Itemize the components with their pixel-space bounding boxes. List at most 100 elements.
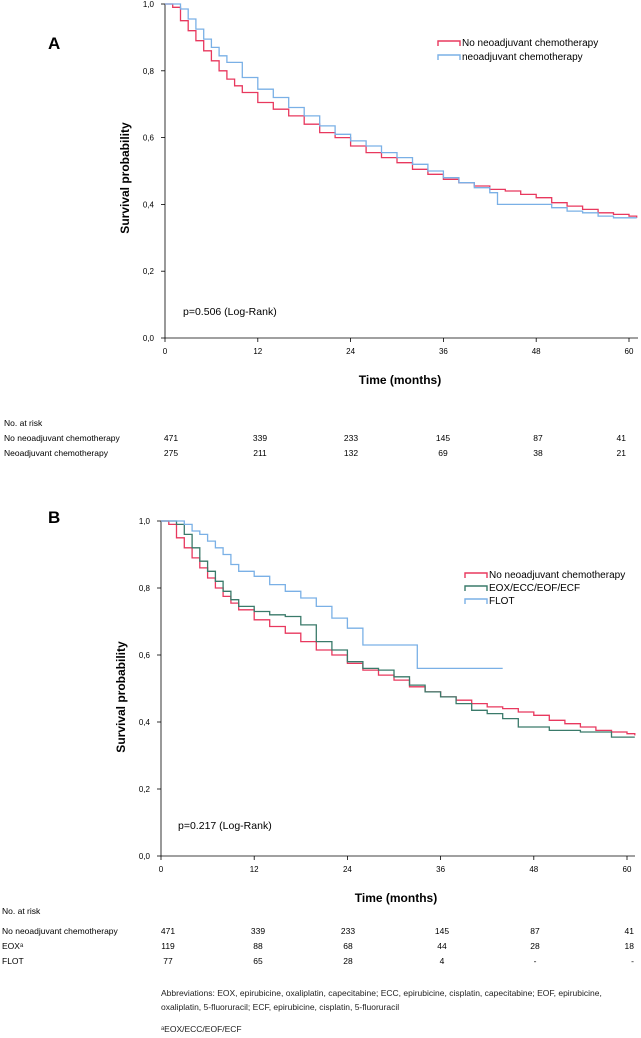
panel-a-x-tick-label: 0 (163, 347, 168, 356)
panel-a-at-risk-heading: No. at risk (4, 418, 43, 428)
panel-a-x-tick-label: 48 (532, 347, 541, 356)
panel-b-legend-flot: FLOT (489, 596, 515, 607)
panel-b-at-risk-value: 88 (253, 941, 263, 951)
panel-a-y-tick-label: 1,0 (143, 0, 155, 9)
panel-a-y-tick-label: 0,0 (143, 334, 155, 343)
panel-b-x-tick-label: 60 (623, 865, 632, 874)
panel-b-at-risk-value: 145 (435, 926, 449, 936)
panel-b-at-risk-value: 18 (625, 941, 635, 951)
panel-a-at-risk-value: 41 (617, 433, 627, 443)
panel-b-legend-marker-eox (464, 585, 488, 591)
panel-b-curves (161, 520, 636, 738)
panel-a-legend-marker-no-neo (437, 40, 461, 46)
panel-b-at-risk-value: 339 (251, 926, 265, 936)
panel-b-x-tick-label: 24 (343, 865, 352, 874)
panel-b-legend-eox: EOX/ECC/EOF/ECF (489, 583, 580, 594)
panel-a-at-risk-row-label: Neoadjuvant chemotherapy (4, 448, 109, 458)
panel-a-at-risk-value: 211 (253, 448, 267, 458)
panel-b-curve-eox (161, 520, 635, 738)
panel-b-curve-flot (161, 520, 503, 670)
panel-b-at-risk-value: - (631, 956, 634, 966)
panel-b-at-risk-value: 471 (161, 926, 175, 936)
panel-a-legend-marker-neo (437, 54, 461, 60)
panel-a-x-ticks: 0 12 24 36 48 60 (163, 338, 634, 356)
panel-b-at-risk-row-label: No neoadjuvant chemotherapy (2, 926, 119, 936)
panel-a-y-tick-label: 0,8 (143, 67, 155, 76)
superscript-footnote: ᵃEOX/ECC/EOF/ECF (161, 1024, 242, 1034)
panel-a-y-ticks: 0,0 0,2 0,4 0,6 0,8 1,0 (143, 0, 165, 343)
panel-b-x-ticks: 0 12 24 36 48 60 (159, 856, 632, 874)
panel-a-y-axis-title: Survival probability (118, 122, 132, 234)
panel-b-y-tick-label: 0,6 (139, 651, 151, 660)
panel-a-legend-no-neo: No neoadjuvant chemotherapy (462, 38, 598, 49)
panel-b-at-risk-row-label: EOXᵃ (2, 941, 24, 951)
panel-a-at-risk-value: 21 (617, 448, 627, 458)
panel-b-at-risk-heading: No. at risk (2, 906, 41, 916)
panel-b-legend: No neoadjuvant chemotherapy EOX/ECC/EOF/… (464, 570, 625, 607)
panel-b-at-risk-value: 28 (343, 956, 353, 966)
panel-b-y-tick-label: 1,0 (139, 517, 151, 526)
panel-a-at-risk-value: 69 (438, 448, 448, 458)
panel-a-at-risk-value: 339 (253, 433, 267, 443)
panel-a-at-risk-table: No. at risk No neoadjuvant chemotherapy 4… (4, 418, 626, 458)
panel-b-at-risk-value: 44 (437, 941, 447, 951)
panel-b-at-risk-value: - (534, 956, 537, 966)
panel-a-x-tick-label: 24 (346, 347, 355, 356)
panel-b-at-risk-row-label: FLOT (2, 956, 24, 966)
panel-b-at-risk-rows: No neoadjuvant chemotherapy 471 339 233 145 8… (2, 926, 634, 966)
panel-a-x-tick-label: 36 (439, 347, 448, 356)
panel-a-legend-neo: neoadjuvant chemotherapy (462, 52, 583, 63)
panel-a-curves (165, 3, 638, 219)
panel-b-x-axis-title: Time (months) (355, 891, 437, 905)
panel-a-curve-neo (165, 3, 637, 219)
panel-b: B 0,0 0,2 0,4 0,6 0,8 1,0 0 12 24 36 48 60 Time (m… (2, 508, 636, 966)
panel-a-at-risk-value: 471 (164, 433, 178, 443)
panel-a-p-value: p=0.506 (Log-Rank) (183, 306, 277, 318)
panel-a-y-tick-label: 0,6 (143, 134, 155, 143)
panel-b-legend-no-neo: No neoadjuvant chemotherapy (489, 570, 625, 581)
panel-a: A 0,0 0,2 0,4 0,6 0,8 1,0 0 12 24 36 48 60 Time (m… (4, 0, 638, 458)
panel-a-at-risk-value: 38 (533, 448, 543, 458)
panel-b-at-risk-value: 4 (440, 956, 445, 966)
panel-b-at-risk-value: 65 (253, 956, 263, 966)
panel-a-at-risk-value: 233 (344, 433, 358, 443)
panel-b-legend-marker-no-neo (464, 572, 488, 578)
panel-b-x-tick-label: 12 (250, 865, 259, 874)
panel-b-legend-marker-flot (464, 598, 488, 604)
panel-b-y-tick-label: 0,2 (139, 785, 151, 794)
panel-b-x-tick-label: 0 (159, 865, 164, 874)
panel-a-label: A (48, 34, 60, 53)
panel-b-at-risk-value: 119 (161, 941, 175, 951)
panel-a-x-axis-title: Time (months) (359, 373, 441, 387)
panel-b-x-tick-label: 36 (436, 865, 445, 874)
panel-a-at-risk-value: 275 (164, 448, 178, 458)
panel-a-at-risk-value: 145 (436, 433, 450, 443)
panel-a-at-risk-rows: No neoadjuvant chemotherapy 471 339 233 145 8… (4, 433, 626, 458)
panel-b-y-ticks: 0,0 0,2 0,4 0,6 0,8 1,0 (139, 517, 161, 861)
panel-a-legend: No neoadjuvant chemotherapy neoadjuvant … (437, 38, 598, 63)
panel-b-y-axis-title: Survival probability (114, 641, 128, 753)
panel-b-y-tick-label: 0,8 (139, 584, 151, 593)
panel-b-at-risk-table: No. at risk No neoadjuvant chemotherapy 4… (2, 906, 634, 966)
abbreviations-note: Abbreviations: EOX, epirubicine, oxalipl… (161, 988, 602, 1012)
panel-a-at-risk-value: 87 (533, 433, 543, 443)
panel-b-at-risk-value: 87 (530, 926, 540, 936)
panel-b-p-value: p=0.217 (Log-Rank) (178, 820, 272, 832)
panel-b-at-risk-value: 41 (625, 926, 635, 936)
panel-a-at-risk-row-label: No neoadjuvant chemotherapy (4, 433, 121, 443)
panel-b-label: B (48, 508, 60, 527)
panel-a-x-tick-label: 60 (625, 347, 634, 356)
panel-b-at-risk-value: 233 (341, 926, 355, 936)
panel-b-curve-no-neo (161, 520, 636, 736)
panel-a-y-tick-label: 0,4 (143, 200, 155, 209)
panel-a-x-tick-label: 12 (253, 347, 262, 356)
panel-b-x-tick-label: 48 (529, 865, 538, 874)
panel-b-at-risk-value: 77 (163, 956, 173, 966)
panel-b-y-tick-label: 0,4 (139, 718, 151, 727)
panel-b-at-risk-value: 68 (343, 941, 353, 951)
panel-a-curve-no-neo (165, 3, 638, 218)
panel-a-y-tick-label: 0,2 (143, 267, 155, 276)
panel-b-at-risk-value: 28 (530, 941, 540, 951)
panel-b-y-tick-label: 0,0 (139, 852, 151, 861)
